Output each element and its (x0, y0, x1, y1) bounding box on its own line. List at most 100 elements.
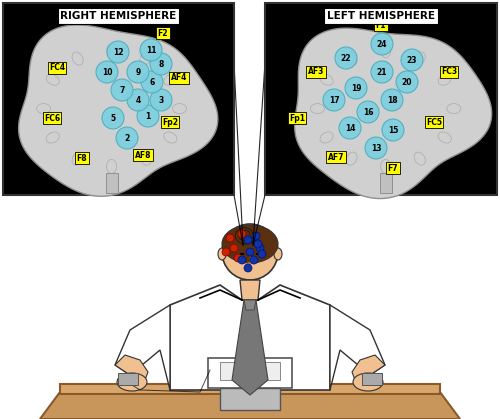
Text: 9: 9 (136, 68, 140, 77)
Circle shape (339, 117, 361, 139)
FancyBboxPatch shape (220, 388, 280, 410)
Circle shape (222, 248, 230, 256)
Circle shape (250, 256, 258, 264)
Text: Fp2: Fp2 (162, 117, 178, 127)
Text: AF4: AF4 (171, 73, 187, 83)
Text: 4: 4 (136, 96, 140, 105)
Text: 24: 24 (377, 40, 387, 49)
Circle shape (111, 79, 133, 101)
Text: F7: F7 (388, 163, 398, 173)
Ellipse shape (353, 373, 383, 391)
Circle shape (371, 61, 393, 83)
Text: RIGHT HEMISPHERE: RIGHT HEMISPHERE (60, 11, 176, 21)
Circle shape (401, 49, 423, 71)
Polygon shape (40, 392, 460, 419)
Text: LEFT HEMISPHERE: LEFT HEMISPHERE (327, 11, 435, 21)
Circle shape (127, 61, 149, 83)
Text: 13: 13 (371, 144, 382, 153)
Circle shape (382, 119, 404, 141)
Polygon shape (18, 25, 218, 196)
Circle shape (102, 107, 124, 129)
Circle shape (371, 33, 393, 55)
Text: 1: 1 (146, 112, 150, 121)
Text: F1: F1 (376, 21, 386, 29)
Text: F8: F8 (76, 153, 88, 163)
Text: AF8: AF8 (135, 150, 151, 160)
Circle shape (365, 137, 387, 159)
Circle shape (345, 77, 367, 99)
Polygon shape (115, 355, 148, 380)
Text: 19: 19 (351, 84, 361, 93)
Polygon shape (232, 300, 268, 395)
Text: 23: 23 (407, 56, 417, 65)
FancyBboxPatch shape (106, 173, 118, 193)
FancyBboxPatch shape (362, 373, 382, 385)
Circle shape (258, 250, 266, 258)
Circle shape (150, 53, 172, 75)
Text: 8: 8 (158, 60, 164, 69)
Polygon shape (294, 28, 492, 199)
Circle shape (323, 89, 345, 111)
Polygon shape (244, 300, 256, 310)
Circle shape (234, 254, 242, 262)
Text: AF7: AF7 (328, 153, 344, 161)
Text: 18: 18 (386, 96, 398, 105)
Circle shape (107, 41, 129, 63)
Ellipse shape (117, 373, 147, 391)
Text: 16: 16 (363, 108, 373, 117)
Circle shape (256, 244, 264, 252)
Text: FC4: FC4 (49, 64, 65, 72)
Circle shape (357, 101, 379, 123)
FancyBboxPatch shape (208, 358, 292, 388)
Ellipse shape (218, 248, 226, 260)
Circle shape (381, 89, 403, 111)
FancyBboxPatch shape (60, 384, 440, 394)
Text: 10: 10 (102, 68, 112, 77)
FancyBboxPatch shape (220, 362, 280, 380)
Circle shape (254, 240, 262, 248)
Text: 3: 3 (158, 96, 164, 105)
Polygon shape (330, 305, 385, 390)
Circle shape (226, 234, 234, 242)
Text: 15: 15 (388, 126, 398, 135)
Ellipse shape (274, 248, 282, 260)
Text: 20: 20 (402, 78, 412, 87)
Circle shape (140, 39, 162, 61)
Circle shape (127, 89, 149, 111)
Text: 7: 7 (120, 86, 124, 95)
Text: 12: 12 (113, 48, 123, 57)
Circle shape (244, 264, 252, 272)
Circle shape (335, 47, 357, 69)
FancyBboxPatch shape (265, 3, 497, 195)
Circle shape (396, 71, 418, 93)
Circle shape (137, 105, 159, 127)
Text: 17: 17 (328, 96, 340, 105)
Text: FC5: FC5 (426, 117, 442, 127)
Text: 14: 14 (345, 124, 355, 133)
Polygon shape (115, 305, 170, 390)
Text: 22: 22 (341, 54, 351, 63)
Text: AF3: AF3 (308, 67, 324, 77)
Circle shape (238, 256, 246, 264)
Text: 21: 21 (377, 68, 387, 77)
Text: FC3: FC3 (441, 67, 457, 77)
Text: 2: 2 (124, 134, 130, 143)
Polygon shape (170, 285, 330, 390)
Polygon shape (240, 280, 260, 300)
Text: FC6: FC6 (44, 114, 60, 122)
Circle shape (238, 230, 246, 238)
Text: 6: 6 (150, 78, 154, 87)
Ellipse shape (222, 225, 278, 263)
Circle shape (96, 61, 118, 83)
FancyBboxPatch shape (380, 173, 392, 193)
Circle shape (244, 236, 252, 244)
Text: 11: 11 (146, 46, 156, 55)
Text: Fp1: Fp1 (289, 114, 305, 122)
Circle shape (222, 224, 278, 280)
Circle shape (252, 232, 260, 240)
Text: F2: F2 (158, 28, 168, 37)
Circle shape (246, 248, 254, 256)
Text: 5: 5 (110, 114, 116, 123)
Circle shape (150, 89, 172, 111)
Circle shape (141, 71, 163, 93)
